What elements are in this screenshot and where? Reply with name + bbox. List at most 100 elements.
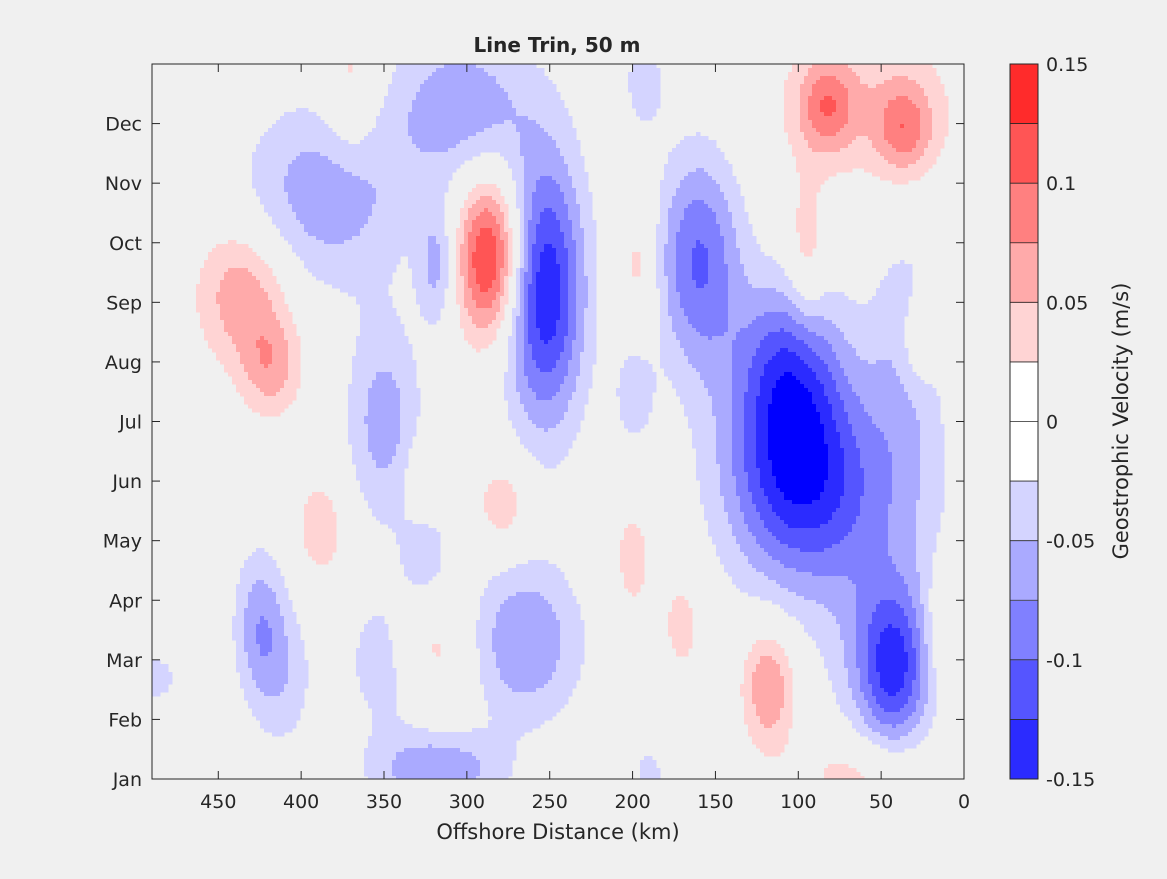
contour-cell — [796, 224, 817, 229]
contour-cell — [536, 272, 561, 277]
contour-cell — [816, 600, 857, 605]
contour-cell — [352, 452, 373, 457]
contour-cell — [888, 540, 917, 545]
contour-cell — [920, 476, 945, 481]
contour-cell — [880, 636, 905, 641]
contour-cell — [496, 240, 505, 245]
contour-cell — [620, 544, 645, 549]
contour-cell — [724, 240, 737, 245]
contour-cell — [488, 584, 569, 589]
contour-cell — [536, 688, 573, 693]
contour-cell — [784, 372, 793, 377]
contour-cell — [820, 492, 845, 497]
contour-cell — [520, 392, 537, 397]
contour-cell — [360, 320, 401, 325]
contour-cell — [888, 692, 897, 697]
contour-cell — [892, 484, 921, 489]
contour-cell — [832, 680, 849, 685]
contour-cell — [468, 340, 493, 345]
contour-cell — [692, 444, 717, 449]
contour-cell — [256, 144, 417, 149]
contour-cell — [916, 664, 921, 669]
contour-cell — [392, 768, 481, 773]
contour-cell — [812, 572, 901, 577]
contour-cell — [520, 300, 525, 305]
contour-cell — [764, 520, 785, 525]
contour-cell — [768, 432, 825, 437]
contour-cell — [732, 424, 745, 429]
contour-cell — [768, 576, 849, 581]
contour-cell — [364, 768, 393, 773]
contour-cell — [520, 208, 525, 213]
contour-cell — [844, 492, 865, 497]
contour-cell — [672, 324, 693, 329]
contour-cell — [280, 608, 293, 613]
contour-cell — [892, 360, 909, 365]
contour-cell — [824, 112, 833, 117]
contour-cell — [232, 376, 249, 381]
contour-cell — [756, 400, 773, 405]
contour-cell — [500, 604, 553, 609]
contour-cell — [724, 192, 741, 197]
contour-cell — [392, 456, 409, 461]
contour-cell — [868, 664, 877, 669]
contour-cell — [568, 296, 577, 301]
contour-cell — [504, 224, 509, 229]
contour-cell — [848, 96, 897, 101]
contour-cell — [428, 240, 437, 245]
contour-cell — [488, 512, 517, 517]
contour-cell — [788, 524, 821, 529]
contour-cell — [236, 608, 245, 613]
contour-cell — [576, 328, 585, 333]
contour-cell — [700, 376, 733, 381]
contour-cell — [748, 388, 761, 393]
contour-cell — [264, 204, 293, 209]
contour-cell — [660, 348, 685, 353]
contour-cell — [736, 480, 749, 485]
contour-cell — [496, 656, 561, 661]
contour-cell — [772, 460, 829, 465]
contour-cell — [908, 716, 921, 721]
contour-cell — [584, 252, 597, 257]
contour-cell — [376, 120, 409, 125]
contour-cell — [888, 544, 917, 549]
contour-cell — [752, 644, 781, 649]
contour-cell — [676, 288, 729, 293]
contour-cell — [660, 328, 673, 333]
contour-cell — [516, 348, 525, 353]
contour-cell — [776, 380, 801, 385]
contour-cell — [584, 264, 597, 269]
contour-cell — [284, 384, 301, 389]
contour-cell — [752, 320, 797, 325]
contour-cell — [752, 688, 785, 693]
contour-cell — [528, 316, 537, 321]
contour-cell — [476, 216, 497, 221]
contour-cell — [524, 252, 529, 257]
contour-cell — [896, 164, 909, 169]
contour-cell — [428, 76, 497, 81]
contour-cell — [288, 660, 309, 665]
contour-cell — [728, 300, 793, 305]
contour-cell — [428, 260, 441, 265]
contour-cell — [748, 556, 773, 561]
contour-cell — [920, 124, 933, 129]
contour-cell — [560, 640, 585, 645]
contour-cell — [740, 544, 761, 549]
contour-cell — [740, 248, 761, 253]
contour-cell — [904, 640, 913, 645]
contour-cell — [304, 504, 333, 509]
contour-cell — [256, 276, 277, 281]
contour-cell — [376, 200, 445, 205]
contour-cell — [752, 680, 785, 685]
contour-cell — [784, 608, 829, 613]
contour-cell — [700, 372, 733, 377]
contour-cell — [668, 156, 725, 161]
contour-cell — [724, 332, 737, 337]
contour-cell — [704, 384, 733, 389]
contour-cell — [872, 612, 905, 617]
contour-cell — [824, 384, 837, 389]
contour-cell — [864, 404, 913, 409]
contour-cell — [696, 464, 721, 469]
contour-cell — [620, 404, 653, 409]
contour-cell — [744, 444, 757, 449]
